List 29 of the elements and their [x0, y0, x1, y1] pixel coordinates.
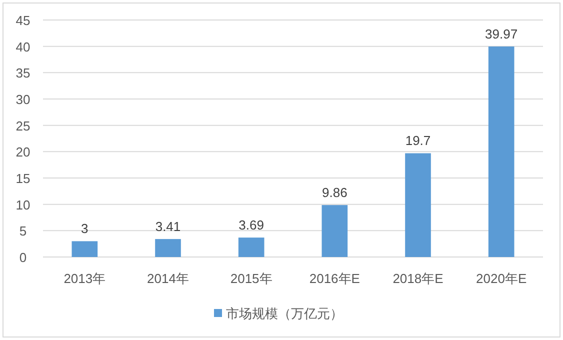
y-tick-label: 45: [16, 13, 30, 28]
bar: [322, 205, 348, 257]
bar: [72, 241, 98, 257]
x-tick-label: 2020年E: [476, 271, 527, 286]
y-tick-label: 10: [16, 197, 30, 212]
bar: [405, 153, 431, 257]
data-label: 3.41: [155, 219, 181, 234]
y-tick-label: 20: [16, 144, 30, 160]
data-label: 19.7: [405, 133, 431, 148]
y-tick-label: 40: [16, 39, 30, 54]
x-tick-label: 2018年E: [392, 271, 444, 286]
data-label: 39.97: [485, 26, 518, 42]
y-tick-label: 25: [16, 118, 30, 134]
bar: [238, 238, 264, 257]
x-tick-label: 2014年: [147, 271, 189, 286]
data-label: 3: [81, 221, 88, 236]
data-label: 9.86: [322, 185, 348, 200]
legend-label: 市场规模（万亿元）: [226, 306, 343, 321]
y-tick-label: 15: [16, 171, 30, 186]
y-tick-label: 30: [16, 92, 30, 107]
x-tick-label: 2016年E: [309, 271, 360, 286]
x-tick-label: 2013年: [64, 271, 106, 286]
bar: [488, 46, 514, 257]
x-tick-label: 2015年: [230, 271, 272, 286]
y-tick-label: 0: [19, 250, 27, 265]
y-tick-label: 5: [19, 224, 27, 239]
y-tick-label: 35: [16, 66, 30, 81]
data-label: 3.69: [238, 218, 264, 233]
bar: [155, 239, 181, 257]
